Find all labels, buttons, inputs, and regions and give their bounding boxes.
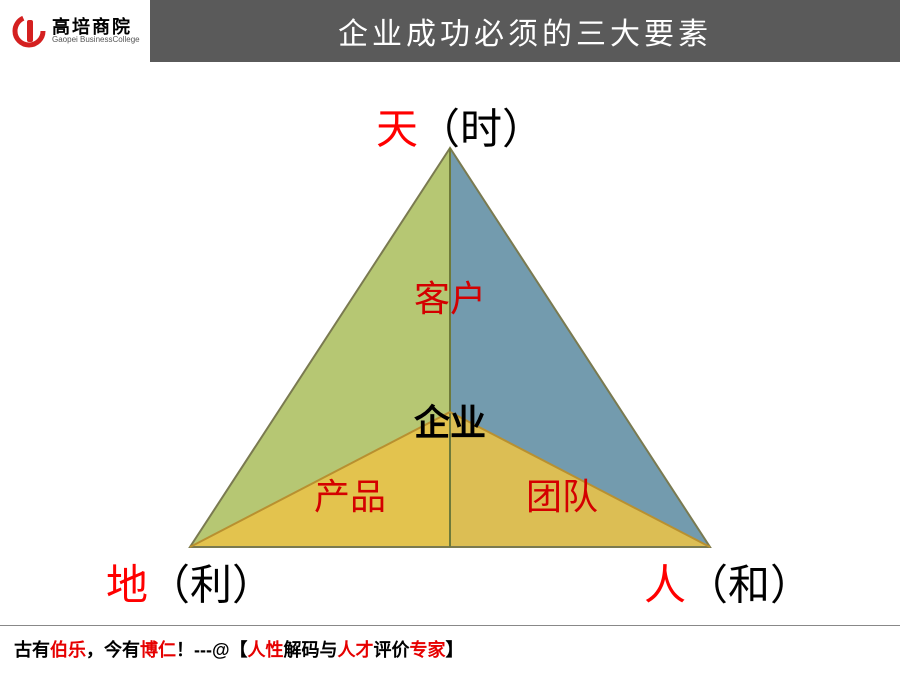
vertex-left: 地（利） bbox=[106, 552, 274, 613]
vertex-left-red: 地 bbox=[106, 562, 148, 609]
inner-label-center: 企业 bbox=[414, 394, 486, 446]
footer-seg-0: 古有 bbox=[14, 640, 50, 660]
header: 高培商院 Gaopei BusinessCollege 企业成功必须的三大要素 bbox=[0, 0, 900, 62]
footer-seg-4: ！---@【 bbox=[176, 640, 248, 660]
page-title: 企业成功必须的三大要素 bbox=[150, 0, 900, 62]
footer-tagline: 古有伯乐，今有博仁！---@【人性解码与人才评价专家】 bbox=[0, 625, 900, 676]
footer-seg-9: 专家 bbox=[410, 640, 446, 660]
inner-label-product: 产品 bbox=[314, 468, 386, 520]
footer-seg-6: 解码与 bbox=[284, 640, 338, 660]
diagram-canvas: 天（时） 地（利） 人（和） 客户产品 团队企业 bbox=[0, 62, 900, 622]
vertex-left-black: （利） bbox=[148, 562, 274, 609]
footer-seg-7: 人才 bbox=[338, 640, 374, 660]
logo: 高培商院 Gaopei BusinessCollege bbox=[0, 0, 150, 62]
vertex-right-red: 人 bbox=[644, 562, 686, 609]
logo-icon bbox=[12, 14, 46, 48]
footer-seg-8: 评价 bbox=[374, 640, 410, 660]
footer-seg-10: 】 bbox=[446, 640, 464, 660]
inner-label-team: 团队 bbox=[526, 468, 598, 520]
vertex-top-red: 天 bbox=[376, 106, 418, 153]
logo-text-zh: 高培商院 bbox=[52, 18, 140, 36]
vertex-right-black: （和） bbox=[686, 562, 812, 609]
footer-seg-2: ，今有 bbox=[86, 640, 140, 660]
vertex-right: 人（和） bbox=[644, 552, 812, 613]
logo-text-en: Gaopei BusinessCollege bbox=[52, 36, 140, 44]
vertex-top-black: （时） bbox=[418, 106, 544, 153]
footer-seg-5: 人性 bbox=[248, 640, 284, 660]
vertex-top: 天（时） bbox=[376, 96, 544, 157]
footer-seg-3: 博仁 bbox=[140, 640, 176, 660]
footer-seg-1: 伯乐 bbox=[50, 640, 86, 660]
inner-label-customer: 客户 bbox=[414, 270, 486, 322]
